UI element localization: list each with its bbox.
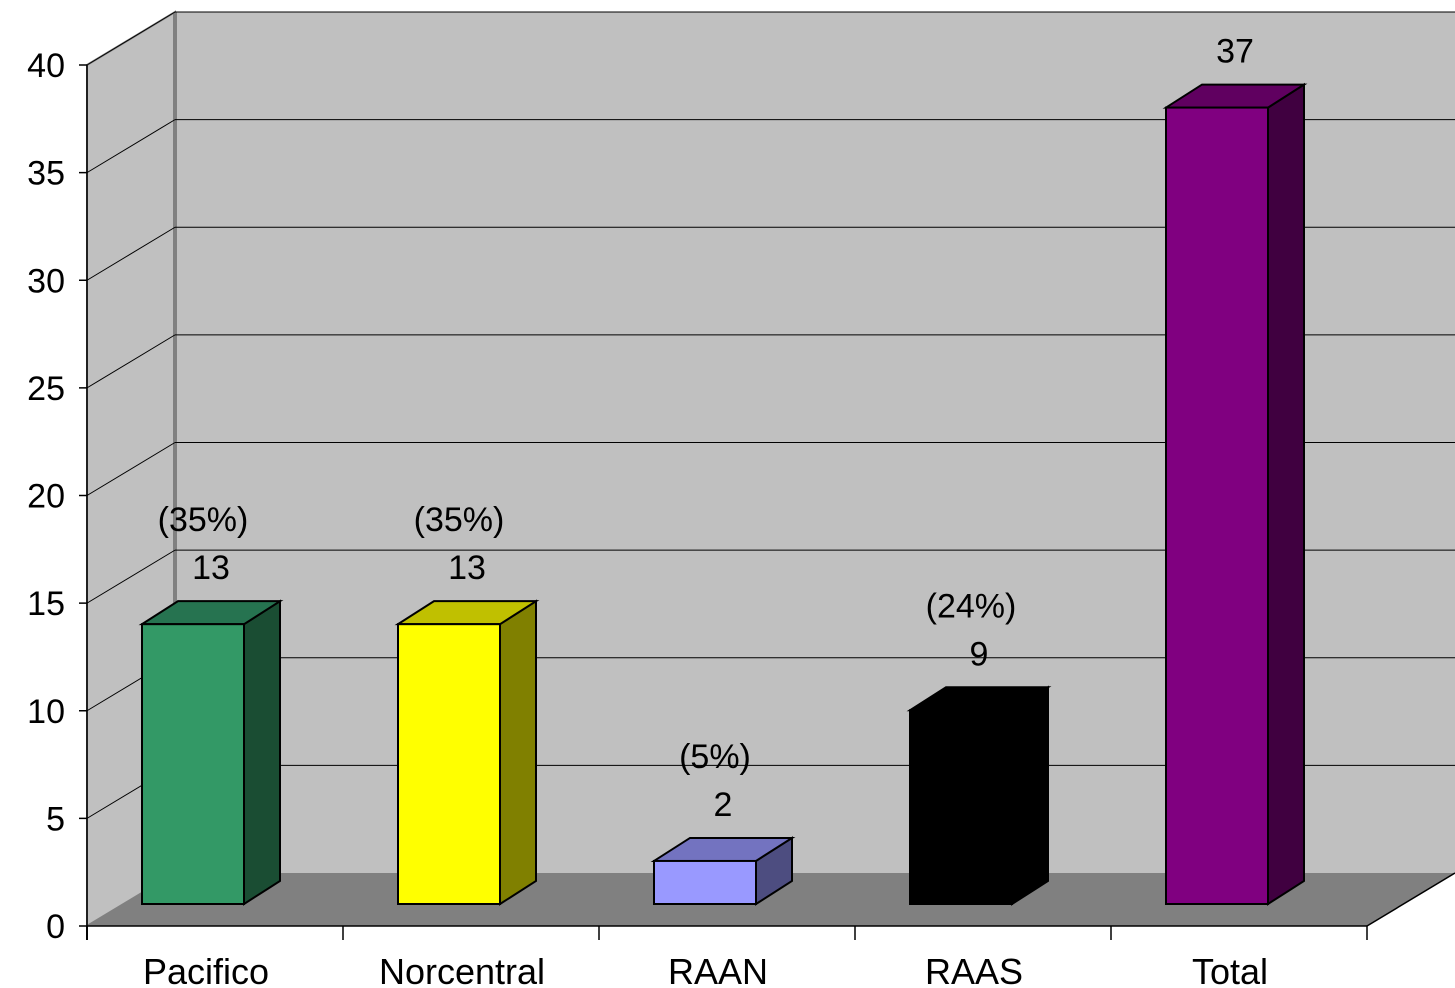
- bar: [653, 859, 757, 906]
- data-label-percent: (35%): [414, 501, 505, 539]
- data-label-value: 9: [970, 635, 989, 673]
- data-label-value: 37: [1216, 33, 1254, 71]
- data-label-percent: (35%): [158, 501, 249, 539]
- bar-pacifico: [138, 599, 284, 906]
- y-tick-label: 30: [27, 262, 65, 300]
- bar-raan: [650, 836, 796, 906]
- x-tick-label: RAAN: [668, 951, 768, 988]
- gridline-diagonal: [86, 549, 176, 604]
- x-axis-depth: [1366, 872, 1455, 927]
- bar: [141, 623, 245, 905]
- data-label-value: 2: [714, 786, 733, 824]
- bar-side: [1011, 685, 1049, 906]
- y-tick-label: 0: [46, 908, 65, 946]
- labels: Pacifico 13 (35%) Norcentral 13 (35%) RAAN 2 (5%…: [143, 33, 1268, 988]
- gridline-diagonal: [86, 11, 176, 66]
- gridline-diagonal: [86, 334, 176, 389]
- y-tick-label: 5: [46, 800, 65, 838]
- bar-norcentral: [394, 599, 540, 906]
- data-label-percent: (24%): [926, 587, 1017, 625]
- bar: [1165, 106, 1269, 905]
- x-tick-label: Pacifico: [143, 951, 269, 988]
- data-label-percent: (5%): [679, 738, 751, 776]
- bar-side: [243, 599, 281, 906]
- y-tick-label: 35: [27, 155, 65, 193]
- bar: [397, 623, 501, 905]
- x-tick-label: Norcentral: [379, 951, 545, 988]
- x-tick-label: Total: [1192, 951, 1268, 988]
- gridline-diagonal: [86, 442, 176, 496]
- bar-side: [1267, 82, 1305, 906]
- y-tick-label: 20: [27, 478, 65, 516]
- data-label-value: 13: [192, 549, 230, 587]
- axes: 0 5 10 15 20 25 30 35 40: [27, 47, 1455, 946]
- bar-raas: [906, 685, 1052, 906]
- y-tick-label: 10: [27, 693, 65, 731]
- bar: [909, 709, 1013, 906]
- y-tick-label: 15: [27, 585, 65, 623]
- bar-side: [499, 599, 537, 906]
- data-label-value: 13: [448, 549, 486, 587]
- bar-total: [1162, 82, 1308, 906]
- y-tick-label: 25: [27, 370, 65, 408]
- bars: [138, 82, 1308, 906]
- gridline-diagonal: [86, 119, 176, 174]
- y-tick-label: 40: [27, 47, 65, 85]
- x-tick-label: RAAS: [925, 951, 1023, 988]
- gridline-diagonal: [86, 226, 176, 281]
